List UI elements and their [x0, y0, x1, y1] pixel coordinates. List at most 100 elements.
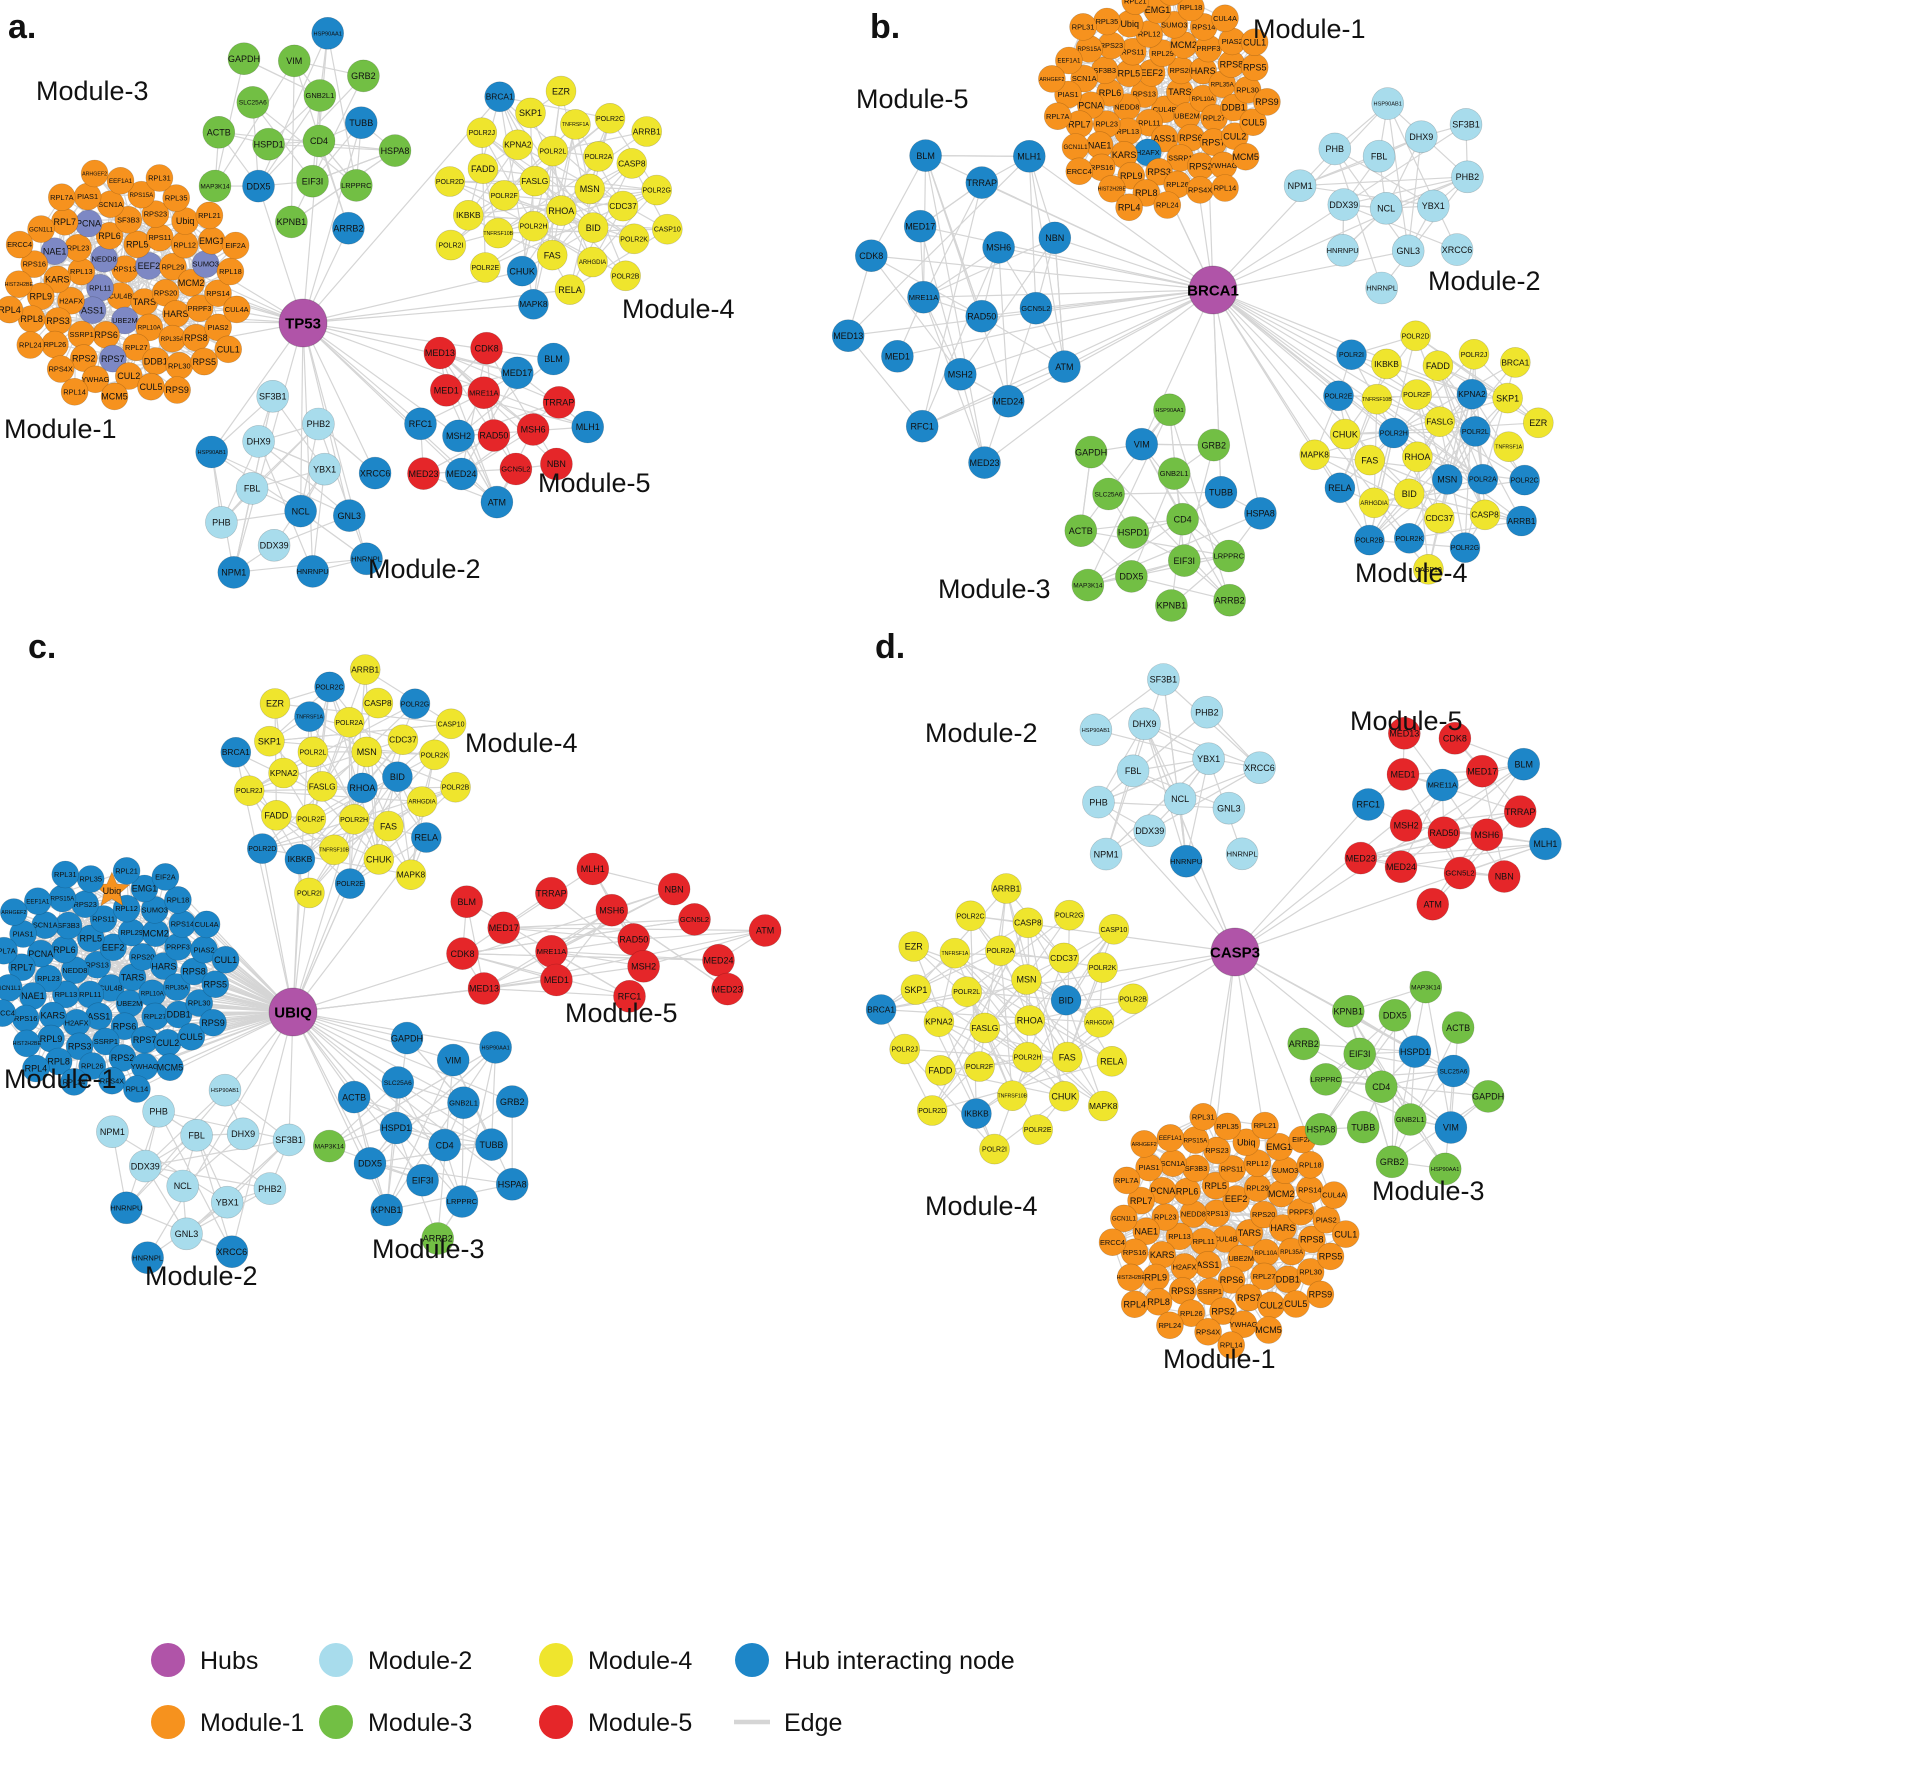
edge [959, 289, 1214, 375]
node-LRPPRC: LRPPRC [1212, 539, 1246, 573]
node-circle [1071, 568, 1105, 602]
node-CASP8: CASP8 [362, 687, 394, 719]
module-label-Module-5: Module-5 [1350, 706, 1463, 736]
node-circle [627, 949, 660, 983]
node-SF3B1: SF3B1 [1147, 663, 1180, 696]
edge [292, 987, 485, 1013]
node-RPS4X: RPS4X [1194, 1318, 1222, 1346]
node-LRPPRC: LRPPRC [445, 1185, 479, 1218]
edge [1360, 834, 1488, 859]
node-GAPDH: GAPDH [227, 42, 261, 76]
edge [327, 32, 357, 186]
node-POLR2F: POLR2F [488, 180, 520, 211]
node-DDB1: DDB1 [142, 347, 170, 375]
node-SF3B1: SF3B1 [272, 1123, 306, 1157]
node-MRE11A: MRE11A [535, 934, 568, 968]
node-circle [268, 757, 299, 789]
node-circle [631, 116, 663, 147]
node-EIF2A: EIF2A [1160, 0, 1183, 6]
node-circle [421, 1222, 455, 1255]
node-circle [1296, 1151, 1325, 1179]
node-circle [1169, 844, 1203, 878]
node-circle [1492, 382, 1523, 414]
node-circle [1217, 1331, 1245, 1359]
edge [353, 1096, 493, 1146]
node-RPL29: RPL29 [1243, 1174, 1272, 1202]
edge [1080, 409, 1171, 532]
node-MCM5: MCM5 [1254, 1316, 1283, 1344]
node-MED24: MED24 [445, 457, 478, 491]
node-circle [1371, 87, 1404, 120]
node-PHB: PHB [1082, 785, 1115, 819]
node-RFC1: RFC1 [905, 409, 939, 443]
node-circle [540, 963, 573, 997]
node-circle [537, 135, 569, 167]
node-circle [332, 499, 366, 532]
node-circle [51, 860, 80, 889]
panel-d: NCL FBL YBX1 DDX39 DHX9 GNL3 PHB PHB2 HNRNPU HSP9… [865, 628, 1562, 1374]
node-circle [1043, 102, 1072, 130]
node-CDK8: CDK8 [470, 331, 503, 365]
node-circle [41, 330, 69, 359]
node-RPL8: RPL8 [1144, 1288, 1173, 1316]
node-RPL21: RPL21 [195, 201, 224, 230]
edge [1143, 723, 1187, 862]
node-CUL1: CUL1 [214, 335, 242, 364]
node-circle [1196, 1277, 1224, 1306]
node-circle [4, 270, 33, 299]
node-circle [26, 939, 55, 968]
edge [211, 451, 350, 517]
node-circle [308, 452, 341, 486]
node-circle [165, 351, 194, 380]
node-circle [1402, 441, 1433, 473]
edge [1212, 289, 1353, 356]
node-TUBB: TUBB [1346, 1110, 1380, 1144]
node-circle [1125, 427, 1158, 461]
edge [302, 322, 314, 573]
node-circle [1142, 1263, 1170, 1292]
edge [105, 334, 178, 391]
node-circle [702, 943, 735, 977]
node-circle [236, 86, 270, 119]
node-circle [1048, 350, 1081, 383]
node-XRCC6: XRCC6 [358, 456, 392, 490]
edge [312, 468, 326, 573]
node-circle [205, 506, 238, 539]
module-label-Module-1: Module-1 [4, 1064, 117, 1094]
node-RPL21: RPL21 [1251, 1111, 1279, 1140]
node-circle [1343, 1037, 1376, 1071]
edge [1097, 758, 1210, 803]
node-TNFRSF10B: TNFRSF10B [996, 1080, 1028, 1111]
node-circle [142, 1095, 175, 1128]
hub-node-TP53: TP53 [278, 298, 328, 348]
node-circle [406, 1163, 439, 1197]
node-circle [1391, 234, 1425, 268]
node-ARHGDIA: ARHGDIA [1358, 487, 1390, 519]
edge [880, 951, 1236, 1011]
node-circle [909, 139, 942, 172]
node-circle [1331, 1220, 1360, 1248]
edge [1343, 176, 1469, 206]
node-circle [100, 382, 129, 411]
hub-label: UBIQ [274, 1004, 312, 1021]
node-circle [0, 898, 28, 926]
node-TRRAP: TRRAP [965, 166, 999, 199]
module-label-Module-3: Module-3 [372, 1234, 485, 1264]
node-circle [390, 1021, 424, 1055]
node-circle [1437, 1054, 1470, 1088]
node-KPNA2: KPNA2 [1456, 378, 1488, 410]
edge [302, 322, 518, 374]
node-HSP90AB1: HSP90AB1 [195, 435, 228, 469]
node-DDX5: DDX5 [353, 1147, 387, 1180]
node-circle [445, 457, 478, 491]
node-circle [387, 724, 419, 756]
node-RHOA: RHOA [347, 772, 378, 804]
node-circle [1318, 132, 1352, 166]
node-POLR2I: POLR2I [1336, 339, 1367, 371]
node-POLR2D: POLR2D [246, 833, 278, 864]
edge [924, 155, 1030, 157]
module-label-Module-3: Module-3 [938, 574, 1051, 604]
node-TUBB: TUBB [344, 106, 378, 139]
node-circle [996, 1080, 1028, 1111]
